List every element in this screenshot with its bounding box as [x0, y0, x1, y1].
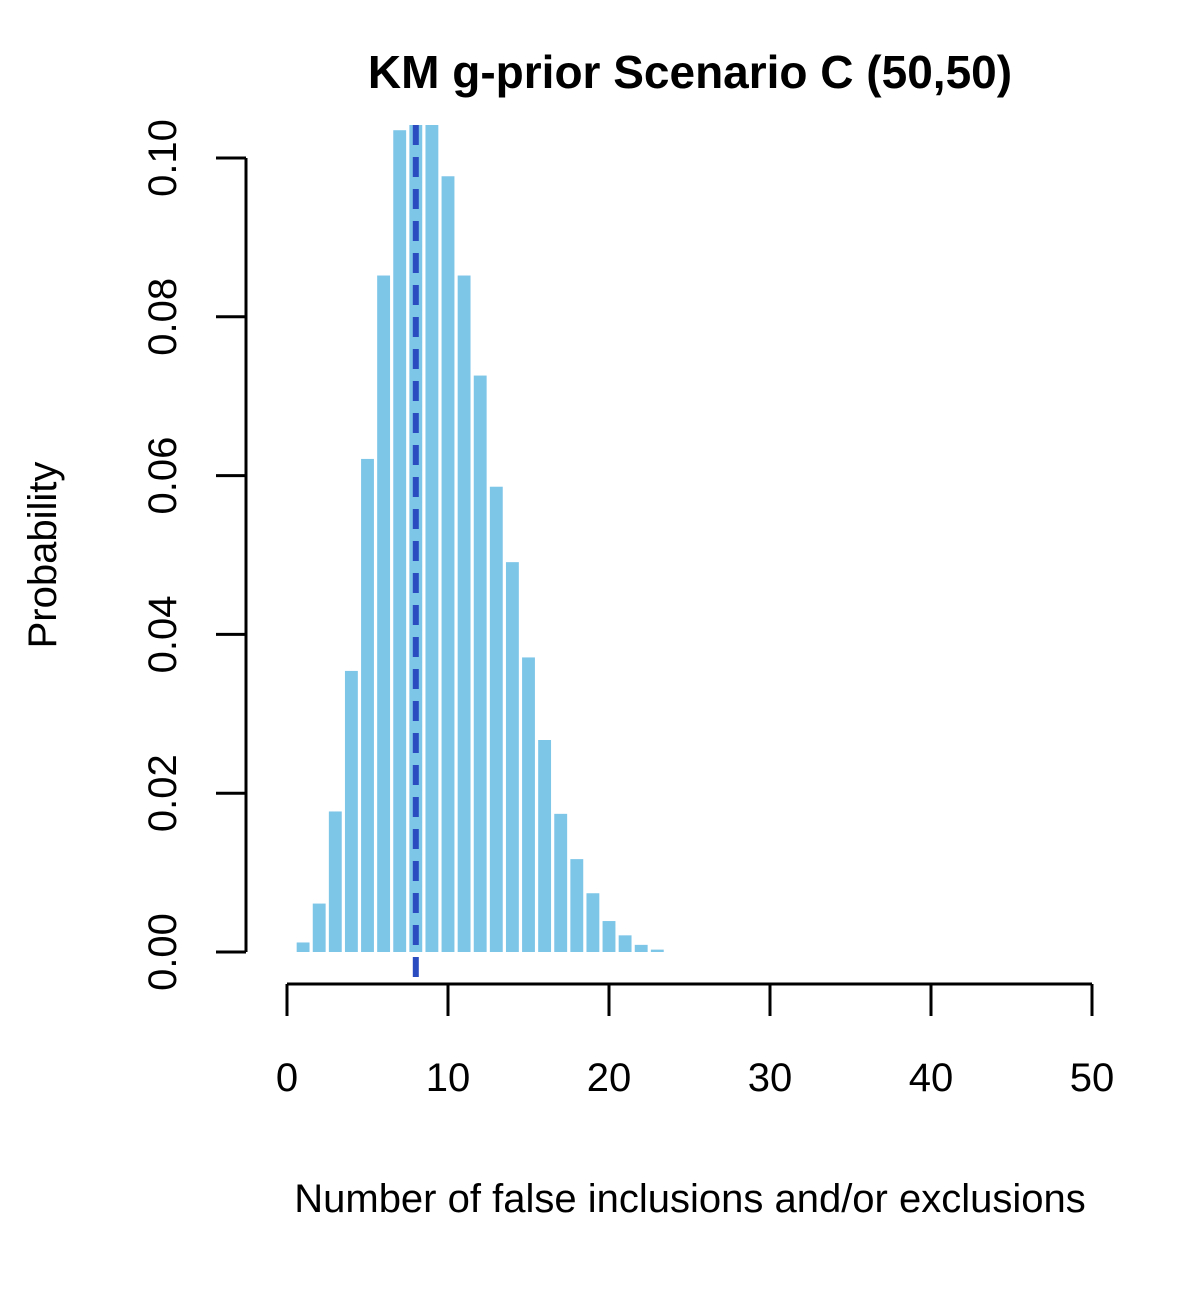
y-tick-label: 0.02 — [141, 754, 185, 832]
bar — [538, 740, 552, 952]
x-tick-label: 40 — [909, 1056, 954, 1100]
bar — [377, 275, 391, 952]
bar — [586, 893, 600, 952]
bar — [393, 130, 407, 952]
y-tick-label: 0.04 — [141, 595, 185, 673]
y-tick-label: 0.00 — [141, 913, 185, 991]
chart-title: KM g-prior Scenario C (50,50) — [368, 46, 1012, 98]
y-tick-label: 0.08 — [141, 278, 185, 356]
bar — [473, 375, 487, 952]
x-tick-label: 20 — [587, 1056, 632, 1100]
y-axis-label: Probability — [21, 462, 65, 649]
bar — [522, 657, 535, 952]
x-tick-label: 0 — [276, 1056, 298, 1100]
bar — [296, 942, 310, 952]
bar — [570, 859, 584, 952]
x-axis: 0 10 20 30 40 50 — [276, 982, 1115, 1100]
y-tick-label: 0.10 — [141, 119, 185, 197]
x-tick-label: 10 — [426, 1056, 471, 1100]
bar — [328, 811, 342, 952]
bar — [505, 562, 519, 952]
bar — [344, 670, 358, 952]
y-tick-label: 0.06 — [141, 437, 185, 515]
bars-group — [296, 125, 664, 952]
bar — [409, 125, 423, 952]
x-tick-label: 50 — [1070, 1056, 1115, 1100]
x-axis-label: Number of false inclusions and/or exclus… — [294, 1177, 1086, 1221]
bar — [489, 486, 503, 952]
bar — [650, 949, 664, 952]
bar — [312, 903, 326, 952]
bar — [425, 125, 439, 952]
bar — [441, 176, 455, 952]
y-axis: 0.00 0.02 0.04 0.06 0.08 0.10 — [141, 119, 248, 991]
bar — [602, 921, 616, 952]
bar — [634, 944, 648, 952]
bar — [554, 813, 568, 952]
bar — [361, 458, 374, 952]
bar — [457, 275, 471, 952]
x-tick-label: 30 — [748, 1056, 793, 1100]
bar — [618, 935, 632, 952]
